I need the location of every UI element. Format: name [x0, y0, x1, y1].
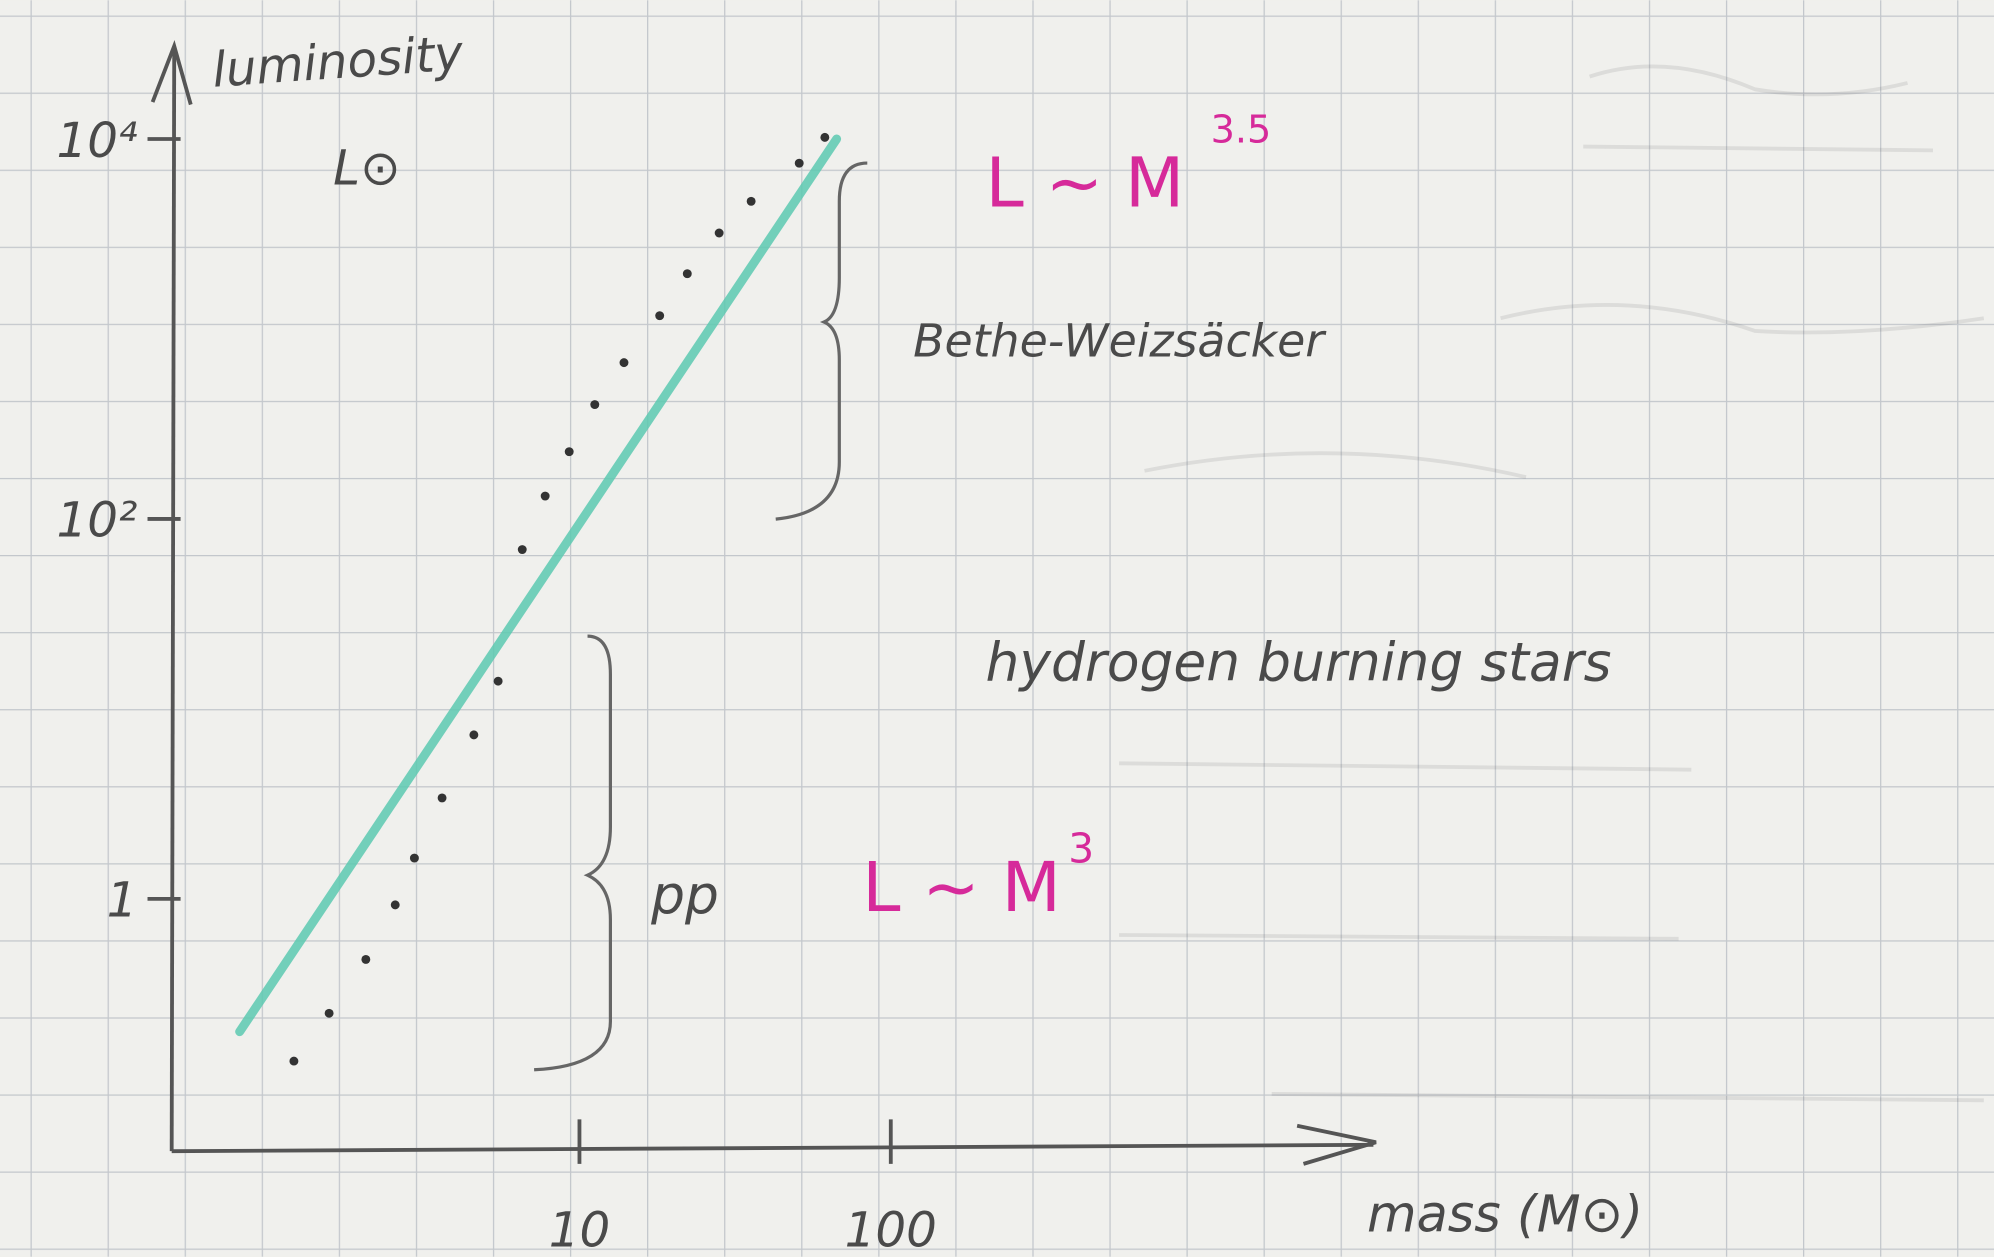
data-point	[620, 358, 629, 367]
data-point	[820, 133, 829, 142]
y-axis-unit: L⊙	[333, 141, 400, 197]
data-point	[289, 1057, 298, 1066]
data-point	[541, 492, 550, 501]
x-tick-label: 10	[549, 1203, 610, 1257]
middle-note: hydrogen burning stars	[986, 631, 1612, 694]
upper-law: L ~ M	[986, 143, 1185, 223]
upper-exponent: 3.5	[1211, 108, 1272, 152]
y-tick-label: 1	[107, 873, 138, 929]
data-point	[590, 400, 599, 409]
data-point	[325, 1009, 334, 1018]
data-point	[518, 545, 527, 554]
data-point	[361, 955, 370, 964]
data-point	[391, 900, 400, 909]
data-point	[438, 793, 447, 802]
y-axis	[172, 51, 175, 1151]
data-point	[469, 730, 478, 739]
data-point	[565, 447, 574, 456]
data-point	[747, 197, 756, 206]
lower-process: pp	[650, 863, 719, 926]
data-point	[655, 311, 664, 320]
chart: luminosity L⊙ mass (M⊙) L ~ M 3.5 Bethe-…	[0, 0, 1994, 1257]
data-point	[494, 677, 503, 686]
data-point	[683, 269, 692, 278]
data-point	[795, 159, 804, 168]
y-tick-label: 10²	[56, 493, 137, 549]
lower-exponent: 3	[1068, 824, 1094, 872]
data-point	[715, 229, 724, 238]
x-axis-label: mass (M⊙)	[1367, 1184, 1643, 1243]
y-tick-label: 10⁴	[56, 113, 137, 169]
upper-process: Bethe-Weizsäcker	[913, 314, 1327, 367]
page: luminosity L⊙ mass (M⊙) L ~ M 3.5 Bethe-…	[0, 0, 1994, 1257]
x-tick-label: 100	[845, 1203, 937, 1257]
data-point	[410, 854, 419, 863]
lower-law: L ~ M	[862, 848, 1061, 928]
